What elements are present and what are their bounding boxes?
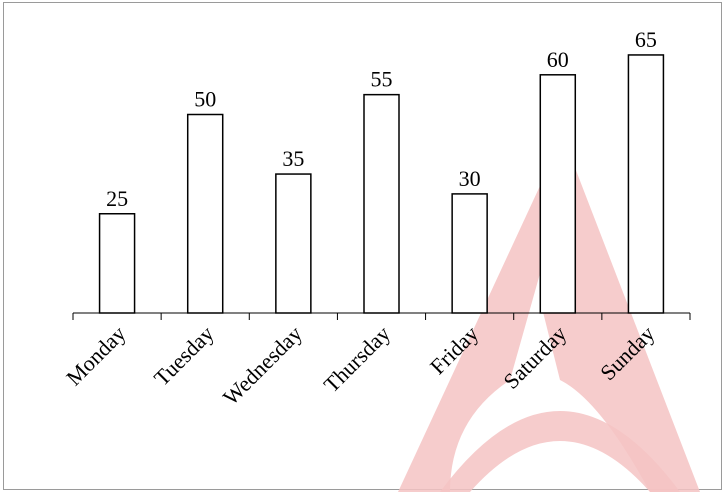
bar-wednesday — [275, 173, 312, 314]
bar-friday — [451, 193, 488, 314]
category-label-monday: Monday — [61, 321, 131, 391]
category-label-wednesday: Wednesday — [218, 321, 307, 410]
value-label-friday: 30 — [459, 166, 481, 191]
value-labels-layer: 25 50 35 55 30 60 65 — [106, 27, 657, 211]
bar-sunday — [627, 54, 665, 314]
bar-tuesday — [186, 113, 224, 314]
watermark-logo — [398, 160, 700, 492]
watermark-left-stroke — [398, 160, 572, 492]
bar-saturday — [539, 74, 577, 314]
category-label-tuesday: Tuesday — [149, 321, 219, 391]
value-label-sunday: 65 — [635, 27, 657, 52]
value-label-thursday: 55 — [371, 67, 393, 92]
value-label-saturday: 60 — [547, 47, 569, 72]
value-label-monday: 25 — [106, 186, 128, 211]
bar-monday — [98, 213, 136, 314]
watermark-right-stroke — [540, 160, 700, 492]
category-label-thursday: Thursday — [319, 321, 395, 397]
bars-layer — [98, 54, 665, 314]
value-label-tuesday: 50 — [194, 87, 216, 112]
bar-thursday — [363, 93, 400, 314]
x-axis — [72, 312, 691, 320]
watermark-crossbar — [440, 411, 680, 492]
value-label-wednesday: 35 — [282, 146, 304, 171]
